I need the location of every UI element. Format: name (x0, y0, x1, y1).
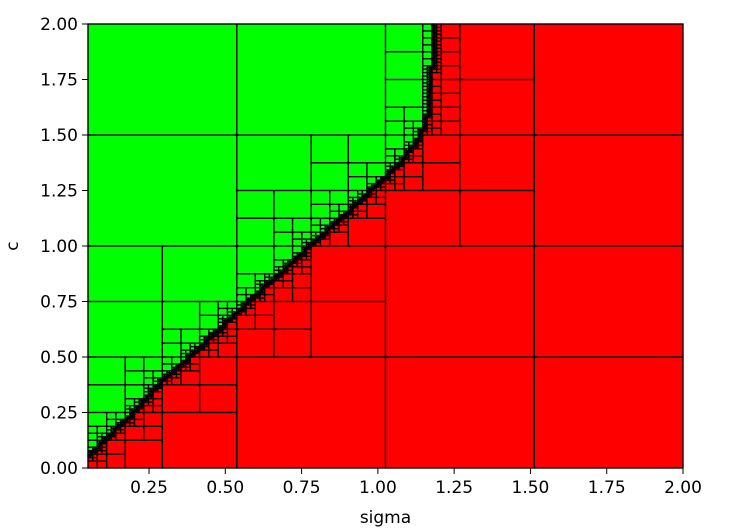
x-tick-label: 0.50 (206, 478, 244, 498)
x-axis-ticks: 0.25 0.50 0.75 1.00 1.25 1.50 1.75 2.00 (130, 468, 702, 498)
x-tick-label: 1.50 (512, 478, 550, 498)
y-axis-ticks: 0.00 0.25 0.50 0.75 1.00 1.25 1.50 1.75 2.00 (40, 15, 88, 479)
y-axis-label: c (3, 241, 23, 250)
x-tick-label: 2.00 (664, 478, 702, 498)
y-tick-label: 0.50 (40, 348, 78, 368)
y-tick-label: 0.25 (40, 404, 78, 424)
y-tick-label: 0.75 (40, 293, 78, 313)
y-tick-label: 2.00 (40, 15, 78, 35)
y-tick-label: 1.75 (40, 71, 78, 91)
x-tick-label: 1.00 (359, 478, 397, 498)
x-tick-label: 1.75 (588, 478, 626, 498)
x-tick-label: 0.25 (130, 478, 168, 498)
y-tick-label: 1.00 (40, 237, 78, 257)
y-tick-label: 0.00 (40, 459, 78, 479)
y-tick-label: 1.25 (40, 182, 78, 202)
x-tick-label: 1.25 (435, 478, 473, 498)
green-region (88, 24, 433, 457)
subdivision-cells (87, 23, 684, 469)
y-tick-label: 1.50 (40, 126, 78, 146)
x-axis-label: sigma (360, 508, 411, 528)
x-tick-label: 0.75 (283, 478, 321, 498)
